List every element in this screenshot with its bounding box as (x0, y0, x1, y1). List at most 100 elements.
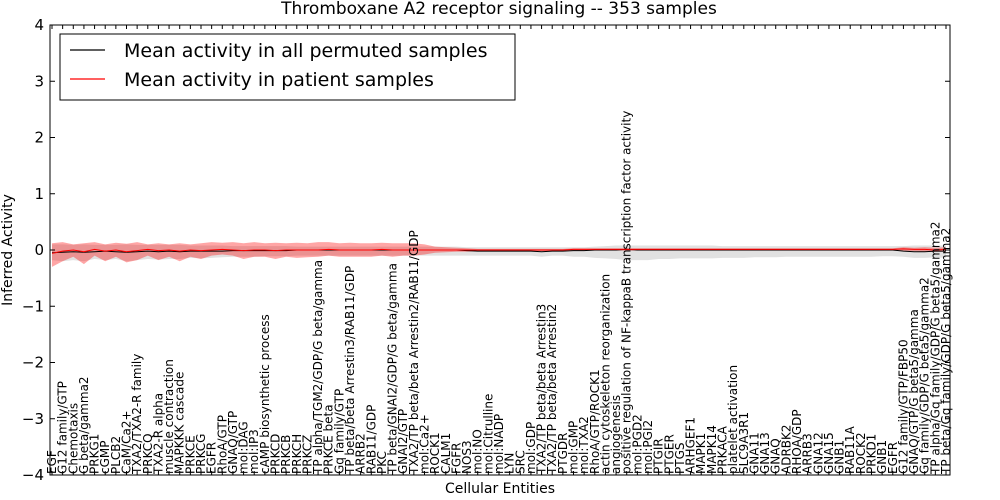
legend-label-permuted: Mean activity in all permuted samples (124, 40, 487, 62)
confidence-bands (52, 242, 946, 267)
entity-label: SRC (513, 450, 527, 474)
entity-label: positive regulation of NF-kappaB transcr… (620, 111, 634, 474)
entity-label: mol:DAG (237, 421, 251, 474)
entity-label: mol:NO (471, 429, 485, 474)
entity-label: PLCB2 (109, 436, 123, 474)
entity-label: cAMP biosynthetic process (258, 314, 272, 474)
entity-label: TXA2/TP beta/beta Arrestin3 (535, 304, 549, 475)
y-tick-label: 1 (34, 185, 44, 203)
entity-label: TXA2/TXA2-R family (130, 354, 144, 475)
entity-label: PRKCH (290, 434, 304, 474)
entity-label: PTGDR (556, 433, 570, 474)
entity-label: GNAQ (769, 438, 783, 474)
entity-label: CALM1 (439, 433, 453, 474)
entity-label: ARRB2 (354, 433, 368, 474)
entity-label: GNB1 (833, 440, 847, 474)
entity-label: RAB11A (843, 425, 857, 474)
entity-label: PRKCB (279, 435, 293, 474)
band-patient (52, 242, 946, 267)
band-permuted (52, 244, 946, 262)
y-axis-ticks: −4 −3 −2 −1 0 1 2 3 4 (22, 16, 950, 484)
entity-label: RhoA/GTP (215, 415, 229, 474)
entity-label: cGMP (98, 441, 112, 475)
entity-label: ROCK2 (854, 432, 868, 474)
entity-label: ARHGEF1 (684, 417, 698, 474)
entity-label: PRKACA (716, 425, 730, 474)
entity-label: TP alpha/Gq family/GDP/G beta5/gamma2 (928, 221, 942, 475)
entity-label: PRKCE beta (322, 404, 336, 474)
y-tick-label: −3 (22, 410, 44, 428)
entity-label: RHOA/GDP (790, 409, 804, 474)
entity-label: PRKCQ (141, 433, 155, 474)
chart-title: Thromboxane A2 receptor signaling -- 353… (280, 0, 717, 19)
series-lines (51, 248, 947, 254)
entity-label: PRKCD (269, 434, 283, 474)
entity-label: GNB1 (875, 440, 889, 474)
entity-label: mol:GMP (567, 421, 581, 474)
entity-label: RhoA/GTP/ROCK1 (588, 369, 602, 474)
entity-label: MAPK14 (705, 425, 719, 474)
entity-label: FGFR (449, 443, 463, 474)
entity-label: LYN (503, 453, 517, 474)
y-tick-label: 2 (34, 129, 44, 147)
x-axis-label: Cellular Entities (445, 481, 555, 497)
entity-label: mol:PGD2 (630, 414, 644, 474)
legend-label-patient: Mean activity in patient samples (124, 69, 434, 91)
entity-label: SLC9A3R1 (737, 412, 751, 474)
entity-label: CaM/Ca2+ (120, 410, 134, 474)
entity-label: ADRBK2 (779, 424, 793, 474)
entity-label: muscle contraction (162, 359, 176, 474)
entity-label: ARRB3 (801, 433, 815, 474)
entity-label: MAPKKK cascade (173, 372, 187, 474)
y-tick-label: 3 (34, 72, 44, 90)
entity-label: Gq family/GDP/G beta5/gamma2 (918, 277, 932, 474)
series-line-patient (51, 248, 947, 254)
y-tick-label: −2 (22, 354, 44, 372)
entity-label: RAB11/GDP (364, 405, 378, 474)
entity-label: angiogenesis (609, 395, 623, 474)
entity-label: TP beta/GNAI2/GDP/G beta/gamma (386, 263, 400, 475)
entity-label: ROCK1 (428, 432, 442, 474)
y-tick-label: 4 (34, 16, 44, 34)
y-axis-label: Inferred Activity (0, 194, 16, 306)
entity-label: PRKCZ (300, 435, 314, 474)
entity-label: GNAQ/GTP/G beta5/gamma (907, 309, 921, 474)
entity-label: mol:IP3 (247, 429, 261, 474)
entity-label: GNA11 (747, 432, 761, 474)
entity-label: NOS3 (460, 440, 474, 474)
entity-label: EGFR (205, 442, 219, 474)
entity-label: mol:Citrulline (481, 394, 495, 474)
entity-label: actin cytoskeleton reorganization (598, 274, 612, 474)
entity-label: PRKCG (194, 434, 208, 474)
entity-label: TP beta/beta Arrestin3/RAB11/GDP (343, 266, 357, 475)
entity-label: PRKD1 (865, 434, 879, 474)
legend: Mean activity in all permuted samples Me… (59, 33, 516, 101)
entity-label: G beta/gamma2 (77, 376, 91, 474)
entity-label: MAPK1 (694, 433, 708, 474)
entity-label: GNAI2/GTP (396, 409, 410, 474)
entity-label: GNA15 (822, 432, 836, 474)
entity-label: EGFR (886, 442, 900, 474)
y-tick-label: −1 (22, 297, 44, 315)
entity-label: mol:Ca2+ (418, 414, 432, 474)
y-tick-label: 0 (34, 241, 44, 259)
entity-label: Chemotaxis (66, 403, 80, 474)
entity-label: PRKCE (183, 435, 197, 474)
entity-label: mol:TXA2 (577, 416, 591, 474)
entity-label: G12 family/GTP/FBP50 (896, 339, 910, 474)
entity-label: GNA12 (811, 432, 825, 474)
entity-label: PTGS (673, 443, 687, 474)
entity-label: TXA2-R alpha (151, 393, 165, 475)
entity-label: PRKG1 (88, 434, 102, 474)
entity-label: TP beta/Gq family/GDP/G beta5/gamma2 (939, 228, 953, 475)
legend-box (59, 33, 516, 101)
entity-label: PTGER (662, 434, 676, 474)
entity-label: G12 family/GTP (56, 381, 70, 474)
entity-label: Gq family/GTP (332, 389, 346, 474)
entity-label: TP alpha/TGM2/GDP/G beta/gamma (311, 260, 325, 475)
entity-label: mol:PGI2 (641, 420, 655, 474)
entity-label: PKC (375, 451, 389, 474)
entity-label: TXA2/TP beta/beta Arrestin2 (545, 304, 559, 475)
